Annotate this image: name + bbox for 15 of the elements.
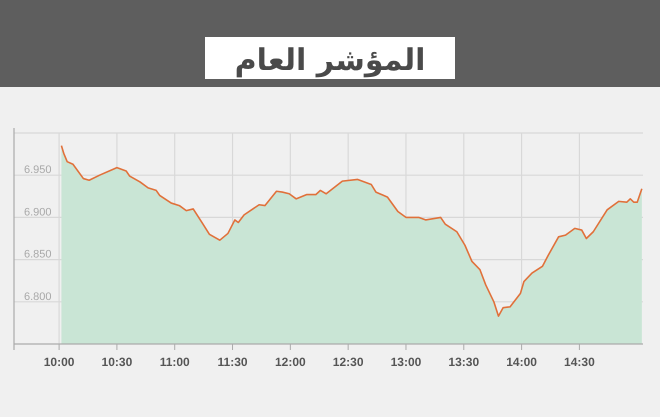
x-tick-label: 11:00 (160, 355, 190, 369)
x-tick-label: 12:30 (332, 355, 364, 369)
y-tick-label: 6.900 (24, 206, 52, 218)
x-tick-label: 10:30 (102, 355, 133, 369)
x-tick-label: 13:30 (448, 355, 480, 369)
x-tick-label: 11:30 (218, 355, 248, 369)
x-tick-label: 10:00 (44, 355, 75, 369)
x-tick-label: 14:00 (506, 355, 538, 369)
x-tick-label: 14:30 (564, 355, 596, 369)
chart-title: المؤشر العام (234, 43, 426, 78)
y-tick-label: 6.950 (24, 164, 52, 176)
x-tick-label: 13:00 (390, 355, 422, 369)
x-tick-label: 12:00 (274, 355, 306, 369)
y-tick-label: 6.850 (24, 248, 52, 261)
y-tick-label: 6.800 (24, 290, 52, 303)
